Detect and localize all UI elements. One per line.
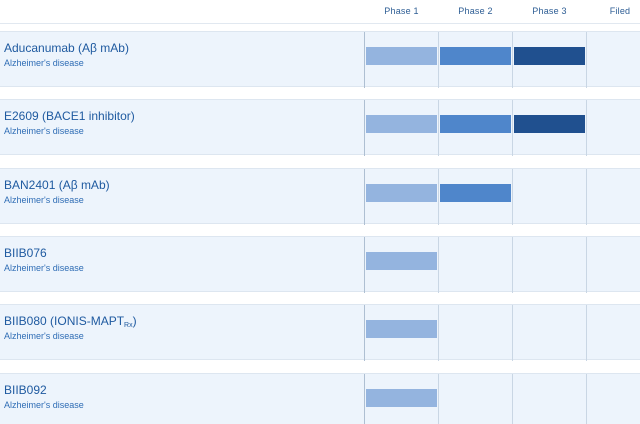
phase-2-bar — [440, 184, 511, 202]
drug-indication: Alzheimer's disease — [4, 195, 84, 205]
drug-indication: Alzheimer's disease — [4, 400, 84, 410]
column-divider — [364, 374, 365, 424]
pipeline-row[interactable]: BIIB080 (IONIS-MAPTRx) Alzheimer's disea… — [0, 304, 640, 361]
phase-1-bar — [366, 252, 437, 270]
phase-2-bar — [440, 115, 511, 133]
phase-2-header: Phase 2 — [458, 6, 493, 16]
pipeline-row[interactable]: BIIB076 Alzheimer's disease — [0, 236, 640, 293]
phase-1-header: Phase 1 — [384, 6, 419, 16]
column-divider — [512, 305, 513, 361]
column-divider — [438, 100, 439, 156]
drug-name[interactable]: BAN2401 (Aβ mAb) — [4, 178, 110, 192]
phase-3-bar — [514, 47, 585, 65]
phase-2-bar — [440, 47, 511, 65]
drug-indication: Alzheimer's disease — [4, 126, 84, 136]
pipeline-row[interactable]: E2609 (BACE1 inhibitor) Alzheimer's dise… — [0, 99, 640, 156]
phase-3-header: Phase 3 — [532, 6, 567, 16]
column-divider — [438, 305, 439, 361]
pipeline-row[interactable]: BIIB092 Alzheimer's disease — [0, 373, 640, 424]
column-divider — [438, 169, 439, 225]
phase-header: Phase 1 Phase 2 Phase 3 Filed — [0, 0, 640, 24]
column-divider — [364, 169, 365, 225]
column-divider — [586, 100, 587, 156]
column-divider — [586, 237, 587, 293]
drug-name-suffix: ) — [132, 314, 137, 328]
pipeline-row[interactable]: Aducanumab (Aβ mAb) Alzheimer's disease — [0, 31, 640, 88]
column-divider — [586, 374, 587, 424]
column-divider — [438, 32, 439, 88]
phase-1-bar — [366, 184, 437, 202]
column-divider — [512, 374, 513, 424]
column-divider — [512, 169, 513, 225]
column-divider — [364, 100, 365, 156]
drug-name-subscript: Rx — [124, 322, 133, 329]
drug-name[interactable]: E2609 (BACE1 inhibitor) — [4, 109, 135, 123]
column-divider — [586, 32, 587, 88]
column-divider — [586, 305, 587, 361]
column-divider — [512, 100, 513, 156]
column-divider — [512, 237, 513, 293]
phase-1-bar — [366, 320, 437, 338]
drug-indication: Alzheimer's disease — [4, 263, 84, 273]
phase-1-bar — [366, 389, 437, 407]
column-divider — [364, 237, 365, 293]
column-divider — [364, 32, 365, 88]
drug-indication: Alzheimer's disease — [4, 58, 84, 68]
column-divider — [364, 305, 365, 361]
drug-name-text: BIIB080 (IONIS-MAPT — [4, 314, 125, 328]
drug-name[interactable]: BIIB092 — [4, 383, 47, 397]
phase-1-bar — [366, 115, 437, 133]
column-divider — [438, 374, 439, 424]
pipeline-row[interactable]: BAN2401 (Aβ mAb) Alzheimer's disease — [0, 168, 640, 225]
filed-header: Filed — [609, 6, 631, 16]
phase-1-bar — [366, 47, 437, 65]
drug-indication: Alzheimer's disease — [4, 331, 84, 341]
drug-name[interactable]: BIIB076 — [4, 246, 47, 260]
column-divider — [512, 32, 513, 88]
drug-name[interactable]: Aducanumab (Aβ mAb) — [4, 41, 129, 55]
column-divider — [438, 237, 439, 293]
column-divider — [586, 169, 587, 225]
drug-name[interactable]: BIIB080 (IONIS-MAPTRx) — [4, 314, 137, 329]
phase-3-bar — [514, 115, 585, 133]
